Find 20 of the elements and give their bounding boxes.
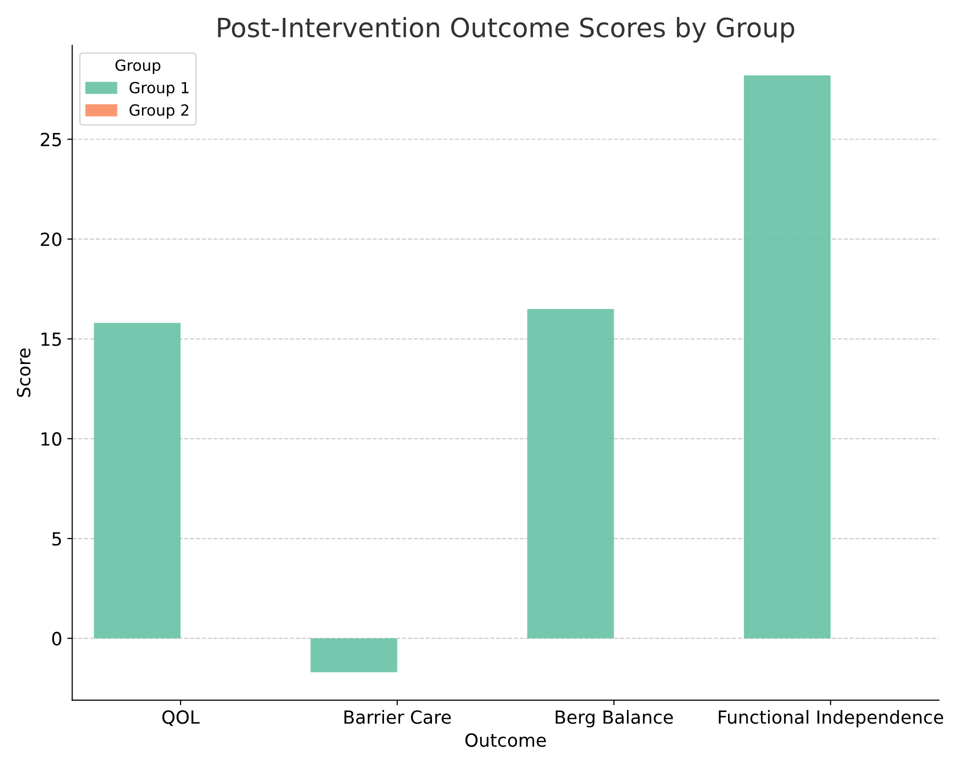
y-axis-title: Score xyxy=(16,348,30,397)
legend-title: Group xyxy=(116,59,160,74)
x-tick-label: Functional Independence xyxy=(718,710,944,728)
legend-label: Group 2 xyxy=(130,104,188,119)
bar xyxy=(94,322,181,638)
y-tick-label: 25 xyxy=(40,132,61,146)
x-tick-label: Barrier Care xyxy=(344,710,451,724)
y-tick-label: 15 xyxy=(42,332,61,346)
bar xyxy=(744,75,831,638)
x-axis-title: Outcome xyxy=(465,733,546,747)
x-tick-label: QOL xyxy=(162,710,200,726)
bar xyxy=(527,308,614,638)
chart-title: Post-Intervention Outcome Scores by Group xyxy=(218,17,794,43)
y-tick-label: 10 xyxy=(42,432,62,446)
legend-label: Group 1 xyxy=(130,82,188,96)
x-tick-label: Berg Balance xyxy=(556,710,673,728)
y-tick-label: 5 xyxy=(52,532,61,546)
bar xyxy=(310,638,398,672)
y-tick-label: 20 xyxy=(40,232,62,246)
y-tick-label: 0 xyxy=(52,632,62,646)
